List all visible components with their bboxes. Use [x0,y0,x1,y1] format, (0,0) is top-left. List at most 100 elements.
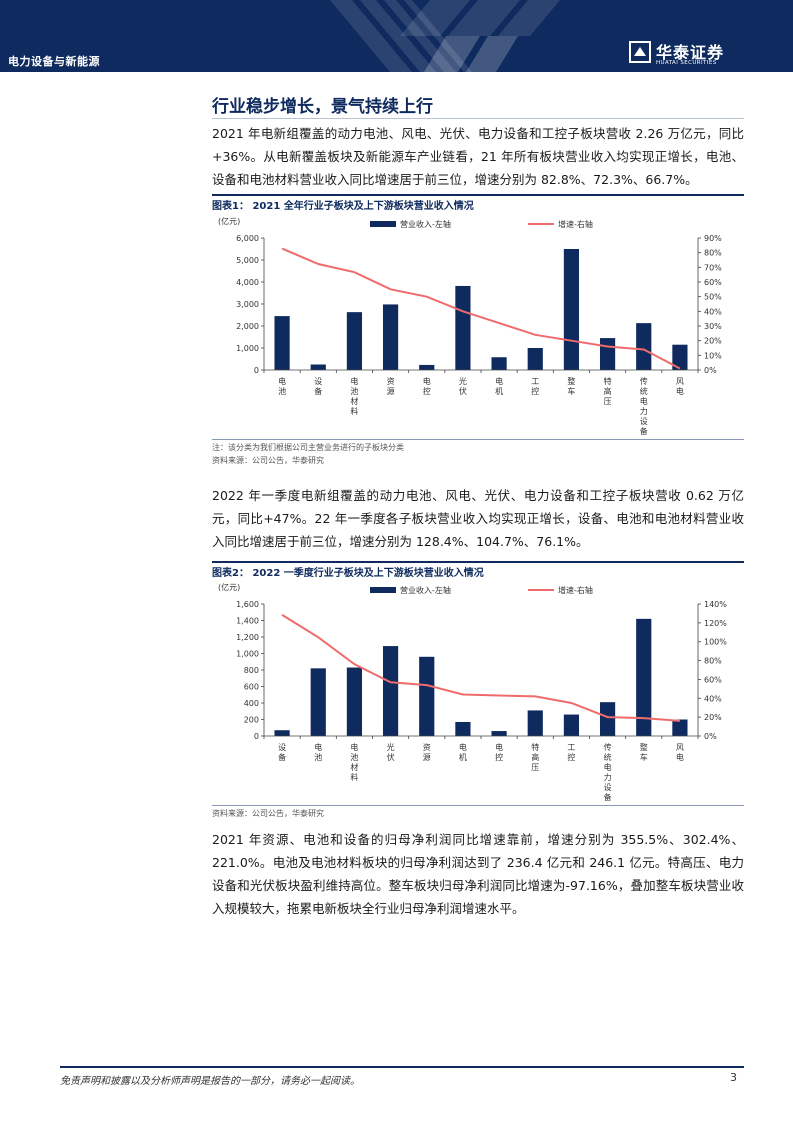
right-axis-tick-label: 20% [704,337,722,346]
category-label: 设备 [314,376,322,396]
category-label: 光伏 [387,742,395,762]
footer-rule [60,1066,744,1068]
right-axis-tick-label: 80% [704,249,722,258]
footer-disclaimer: 免责声明和披露以及分析师声明是报告的一部分，请务必一起阅读。 [60,1076,360,1087]
bar-2 [310,364,326,370]
bar-1 [274,730,290,736]
left-axis-tick-label: 2,000 [236,322,259,331]
right-axis-tick-label: 60% [704,675,722,684]
page-number: 3 [730,1071,737,1084]
right-axis-tick-label: 30% [704,322,722,331]
right-axis-tick-label: 80% [704,657,722,666]
category-label: 传统电力设备 [604,742,612,802]
paragraph-2: 2022 年一季度电新组覆盖的动力电池、风电、光伏、电力设备和工控子板块营收 0… [212,488,744,549]
left-axis-tick-label: 200 [244,716,259,725]
left-axis-tick-label: 4,000 [236,278,259,287]
unit-label: (亿元) [218,582,240,592]
figure1-bottom-rule [212,439,744,440]
bar-8 [527,710,543,736]
left-axis-tick-label: 1,400 [236,617,259,626]
bar-9 [563,714,580,736]
page-header: 电力设备与新能源 华泰证券 HUATAI SECURITIES [0,0,793,72]
left-axis-tick-label: 1,600 [236,600,259,609]
left-axis-tick-label: 3,000 [236,300,259,309]
figure1-top-rule [212,194,744,196]
bar-8 [527,348,543,370]
left-axis-tick-label: 400 [244,699,259,708]
figure1-chart: (亿元) 营业收入-左轴 增速-右轴 0 1,000 2,000 3,000 4,000 5,0… [218,216,722,436]
growth-line [281,247,681,370]
legend-label-line: 增速-右轴 [558,219,593,229]
bar-2 [310,668,326,736]
bar-6 [455,285,471,370]
bar-4 [382,304,399,370]
right-axis-tick-label: 120% [704,619,727,628]
bar-1 [274,316,290,370]
unit-label: (亿元) [218,216,240,226]
bar-10 [599,702,616,736]
category-label: 电池材料 [350,376,358,416]
bar-6 [455,721,471,736]
right-axis-tick-label: 140% [704,600,727,609]
category-label: 特高压 [531,742,539,772]
figure1-note: 注：该分类为我们根据公司主营业务进行的子板块分类 [212,443,404,452]
category-label: 资源 [423,742,431,762]
figure2-chart: (亿元) 营业收入-左轴 增速-右轴 0 200 400 600 800 1,000 1,200 1… [218,582,727,802]
figure2-bottom-rule [212,805,744,806]
company-logo: 华泰证券 HUATAI SECURITIES [628,36,748,72]
category-label: 设备 [278,742,286,762]
right-axis-tick-label: 40% [704,307,722,316]
bar-7 [491,357,507,370]
section-label: 电力设备与新能源 [8,55,100,68]
bar-12 [672,719,688,736]
category-label: 电控 [423,376,431,396]
category-label: 资源 [387,376,395,396]
category-label: 整车 [640,742,648,762]
category-label: 电池 [314,742,322,762]
bar-5 [419,364,435,370]
section-heading: 行业稳步增长，景气持续上行 [212,97,433,117]
bar-11 [636,618,652,736]
left-axis-tick-label: 6,000 [236,234,259,243]
category-label: 电机 [495,376,503,396]
bar-3 [346,312,363,370]
legend-swatch-bar [370,221,396,227]
left-axis-tick-label: 0 [254,366,259,375]
heading-rule [212,118,744,119]
left-axis-tick-label: 1,200 [236,633,259,642]
figure2-top-rule [212,561,744,563]
bar-10 [599,338,616,370]
category-label: 风电 [676,377,684,396]
category-label: 工控 [567,743,575,762]
bar-11 [636,323,652,370]
category-label: 电控 [495,742,503,762]
figure1-title: 图表1： 2021 全年行业子板块及上下游板块营业收入情况 [212,201,474,212]
right-axis-tick-label: 90% [704,234,722,243]
left-axis-tick-label: 1,000 [236,650,259,659]
logo-name: 华泰证券 [656,43,725,62]
figure2-title: 图表2： 2022 一季度行业子板块及上下游板块营业收入情况 [212,568,484,579]
paragraph-1: 2021 年电新组覆盖的动力电池、风电、光伏、电力设备和工控子板块营收 2.26… [212,126,744,187]
bar-12 [672,344,688,370]
right-axis-tick-label: 0% [704,732,717,741]
left-axis-tick-label: 600 [244,683,259,692]
left-axis-tick-label: 800 [244,666,259,675]
category-label: 风电 [676,743,684,762]
header-stripe-pattern [330,0,560,72]
bar-7 [491,731,507,736]
left-axis-tick-label: 5,000 [236,256,259,265]
right-axis-tick-label: 0% [704,366,717,375]
category-label: 电池 [278,376,286,396]
category-label: 光伏 [459,376,467,396]
logo-subtitle: HUATAI SECURITIES [656,60,717,66]
right-axis-tick-label: 100% [704,638,727,647]
left-axis-tick-label: 1,000 [236,344,259,353]
left-axis-tick-label: 0 [254,732,259,741]
right-axis-tick-label: 70% [704,263,722,272]
legend-label-bar: 营业收入-左轴 [400,219,451,229]
legend-label-line: 增速-右轴 [558,585,593,595]
right-axis-tick-label: 60% [704,278,722,287]
category-label: 电池材料 [350,742,358,782]
right-axis-tick-label: 40% [704,694,722,703]
right-axis-tick-label: 50% [704,293,722,302]
